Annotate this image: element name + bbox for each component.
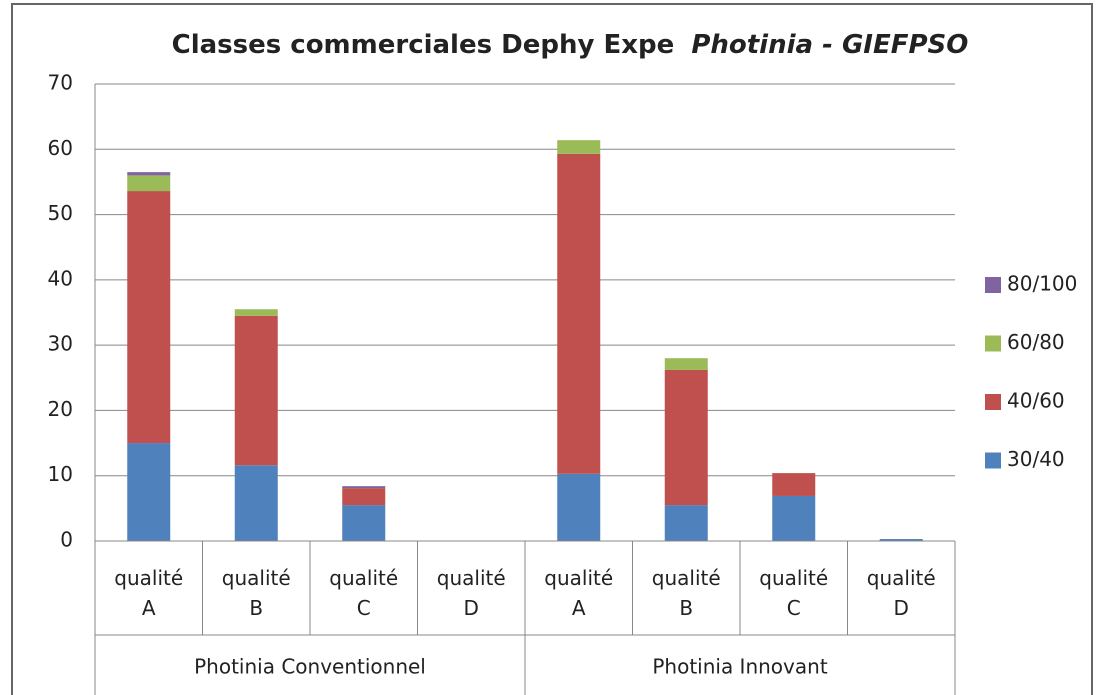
bar-segment	[879, 539, 923, 541]
bar-segment	[342, 488, 386, 506]
x-tick-label: qualité A	[114, 566, 184, 620]
legend-label: 60/80	[1007, 330, 1065, 354]
bar-segment	[234, 465, 278, 541]
legend-swatch	[985, 452, 1001, 469]
x-tick-label: qualité C	[329, 566, 399, 620]
bar-segment	[342, 505, 386, 541]
title-text: Classes commerciales Dephy Expe	[172, 30, 675, 60]
bar-segment	[127, 175, 171, 192]
frame	[11, 3, 1093, 695]
y-tick-label: 0	[60, 528, 73, 552]
x-tick-label: qualité D	[866, 566, 936, 620]
y-tick-label: 20	[48, 397, 73, 421]
y-tick-label: 60	[48, 136, 73, 160]
y-tick-label: 30	[48, 332, 73, 356]
bar-segment	[127, 191, 171, 444]
bar-segment	[772, 495, 816, 541]
x-tick-label: qualité B	[221, 566, 291, 620]
x-tick-label: qualité C	[759, 566, 829, 620]
bar-segment	[772, 473, 816, 496]
y-tick-label: 40	[48, 266, 73, 290]
x-tick-label: qualité D	[436, 566, 506, 620]
bar-segment	[342, 486, 386, 489]
legend-swatch	[985, 277, 1001, 293]
bar-segment	[127, 172, 171, 176]
y-tick-label: 70	[48, 71, 73, 95]
bar-segment	[127, 443, 171, 541]
x-tick-label: qualité A	[544, 566, 614, 620]
bar-segment	[664, 505, 708, 541]
bar-segment	[557, 140, 601, 154]
y-tick-label: 50	[48, 201, 73, 225]
bar-segment	[557, 153, 601, 474]
bar-segment	[234, 309, 278, 316]
legend-swatch	[985, 335, 1001, 352]
title-italic: Photinia - GIEFPSO	[691, 30, 968, 60]
bar-segment	[557, 473, 601, 541]
bar-segment	[664, 358, 708, 370]
legend-label: 30/40	[1007, 447, 1065, 471]
legend-label: 40/60	[1007, 389, 1065, 413]
bar-segment	[664, 369, 708, 506]
y-tick-label: 10	[48, 462, 73, 486]
chart-title: Classes commerciales Dephy Expe Photinia…	[172, 30, 969, 60]
legend-swatch	[985, 394, 1001, 410]
x-tick-label: qualité B	[651, 566, 721, 620]
group-label: Photinia Conventionnel	[194, 655, 426, 679]
group-label: Photinia Innovant	[652, 655, 827, 679]
bar-segment	[234, 315, 278, 466]
legend-label: 80/100	[1007, 272, 1077, 296]
